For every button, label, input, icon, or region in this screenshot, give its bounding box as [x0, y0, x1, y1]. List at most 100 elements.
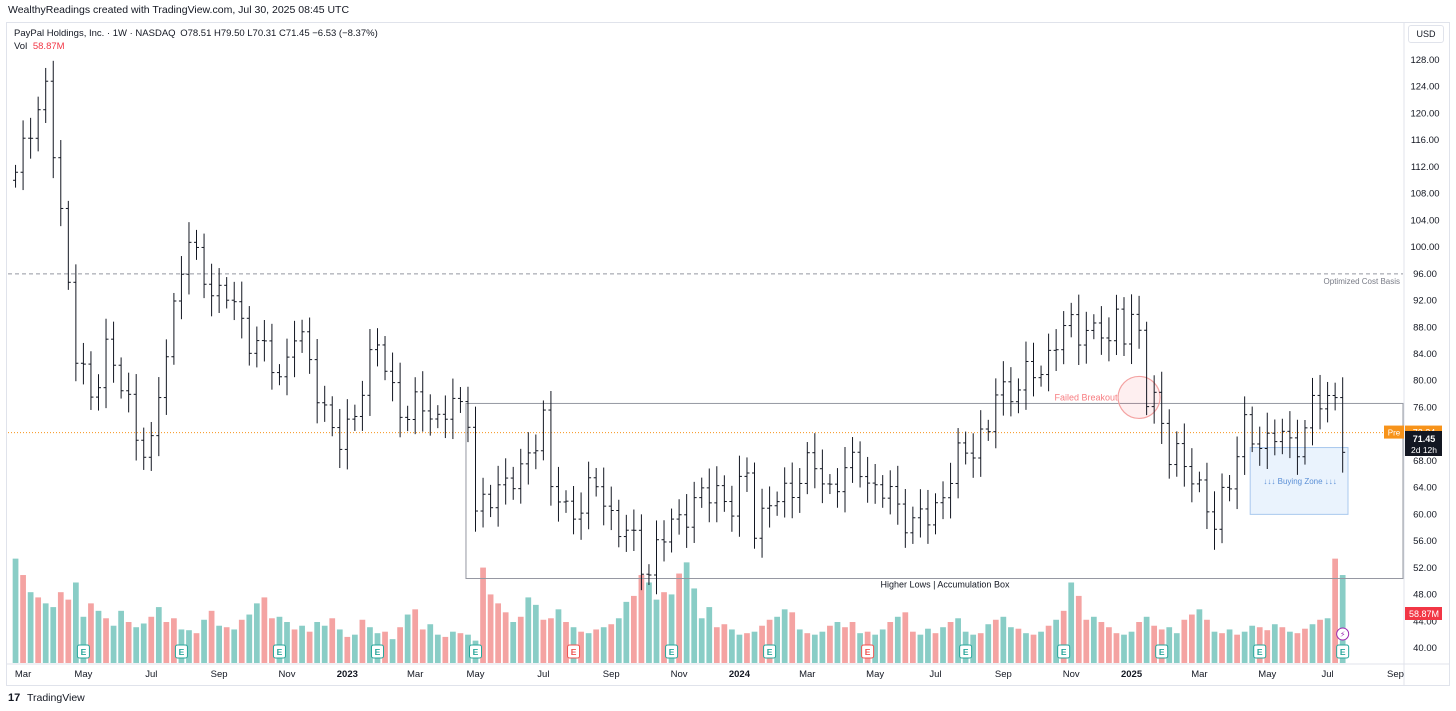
x-tick-label: Nov	[279, 669, 296, 680]
volume-bar	[1068, 582, 1075, 663]
volume-bar	[1271, 624, 1278, 663]
volume-bar	[759, 625, 765, 663]
volume-bar	[1219, 633, 1225, 663]
cost-basis-label: Optimized Cost Basis	[1324, 277, 1400, 286]
volume-bar	[902, 612, 909, 663]
volume-bar	[359, 619, 366, 663]
volume-bar	[774, 616, 781, 663]
x-tick-label: Sep	[603, 669, 620, 680]
volume-bar	[1113, 633, 1120, 663]
volume-bar	[284, 622, 290, 663]
volume-bar	[834, 622, 841, 663]
volume-bar	[427, 624, 434, 663]
volume-bar	[103, 618, 109, 663]
volume-bar	[193, 633, 200, 663]
volume-bar	[329, 618, 336, 663]
volume-bar	[593, 629, 600, 663]
volume-bar	[336, 629, 343, 663]
volume-bar	[977, 633, 984, 663]
volume-value-tag	[1405, 607, 1442, 620]
volume-bar	[442, 636, 449, 663]
volume-bar	[804, 633, 811, 663]
x-tick-label: Jul	[1322, 669, 1334, 680]
volume-bar	[623, 601, 630, 663]
volume-bar	[1317, 619, 1323, 663]
volume-value-tag-text: 58.87M	[1409, 609, 1439, 619]
symbol-info[interactable]: PayPal Holdings, Inc. · 1W · NASDAQ	[14, 28, 176, 39]
volume-bar	[917, 634, 924, 663]
volume-bar	[540, 619, 547, 663]
volume-bar	[72, 582, 79, 663]
volume-bar	[887, 622, 894, 663]
volume-bar	[502, 612, 509, 663]
y-tick-label: 64.00	[1413, 483, 1437, 494]
lightning-icon: ⚡	[1340, 630, 1346, 639]
volume-label: Vol	[14, 41, 28, 52]
volume-bar	[857, 633, 863, 663]
x-tick-label: Mar	[407, 669, 423, 680]
volume-bar	[35, 597, 42, 663]
volume-bar	[1038, 631, 1044, 663]
currency-button[interactable]: USD	[1408, 25, 1444, 43]
y-tick-label: 84.00	[1413, 349, 1437, 360]
y-tick-label: 44.00	[1413, 616, 1437, 627]
volume-bar	[1234, 634, 1240, 663]
accumulation-box-label: Higher Lows | Accumulation Box	[881, 580, 1010, 590]
x-tick-label: 2023	[337, 669, 358, 680]
x-tick-label: Sep	[211, 669, 228, 680]
volume-bar	[563, 622, 569, 663]
volume-bar	[510, 622, 517, 663]
ohlc-values: O78.51 H79.50 L70.31 C71.45 −6.53 (−8.37…	[180, 28, 378, 39]
volume-bar	[1083, 619, 1090, 663]
earnings-marker-label: E	[473, 647, 479, 657]
x-tick-label: Sep	[995, 669, 1012, 680]
volume-bar	[1264, 630, 1271, 663]
volume-bar	[487, 594, 494, 663]
volume-bar	[397, 627, 403, 663]
volume-bar	[940, 627, 946, 663]
earnings-marker-icon	[665, 644, 679, 659]
chart-frame	[6, 22, 1450, 686]
volume-bar	[110, 625, 117, 663]
volume-bar	[1339, 575, 1346, 663]
y-tick-label: 56.00	[1413, 536, 1437, 547]
volume-bar	[1000, 616, 1007, 663]
volume-bar	[1279, 627, 1286, 663]
volume-bar	[1249, 625, 1256, 663]
volume-bar	[171, 618, 177, 663]
volume-bar	[291, 629, 298, 663]
volume-bar	[721, 624, 728, 663]
volume-bar	[1060, 610, 1067, 663]
volume-bar	[148, 616, 155, 663]
earnings-marker-icon	[1253, 644, 1267, 659]
volume-bar	[781, 609, 788, 663]
volume-bar	[133, 627, 140, 663]
volume-bar	[457, 633, 464, 663]
volume-bar	[269, 618, 275, 663]
volume-bar	[653, 599, 660, 663]
y-tick-label: 120.00	[1410, 108, 1439, 119]
pre-market-badge-text: Pre	[1388, 429, 1401, 438]
volume-bar	[140, 623, 147, 663]
x-tick-label: Jul	[537, 669, 549, 680]
volume-bar	[118, 610, 124, 663]
x-tick-label: Jul	[929, 669, 941, 680]
dividend-marker-icon	[1336, 627, 1350, 641]
y-tick-label: 104.00	[1410, 215, 1439, 226]
volume-bar	[1241, 631, 1248, 663]
earnings-marker-label: E	[277, 647, 283, 657]
earnings-marker-label: E	[1257, 647, 1263, 657]
volume-bar	[1128, 631, 1135, 663]
volume-bar	[925, 628, 931, 663]
volume-bar	[970, 634, 977, 663]
volume-bar	[842, 627, 848, 663]
y-tick-label: 80.00	[1413, 376, 1437, 387]
volume-bar	[1302, 628, 1308, 663]
attribution-text: WealthyReadings created with TradingView…	[8, 4, 350, 16]
volume-bar	[1181, 619, 1188, 663]
volume-bar	[872, 634, 879, 663]
earnings-marker-label: E	[963, 647, 969, 657]
volume-bar	[216, 625, 223, 663]
volume-bar	[1309, 624, 1316, 663]
